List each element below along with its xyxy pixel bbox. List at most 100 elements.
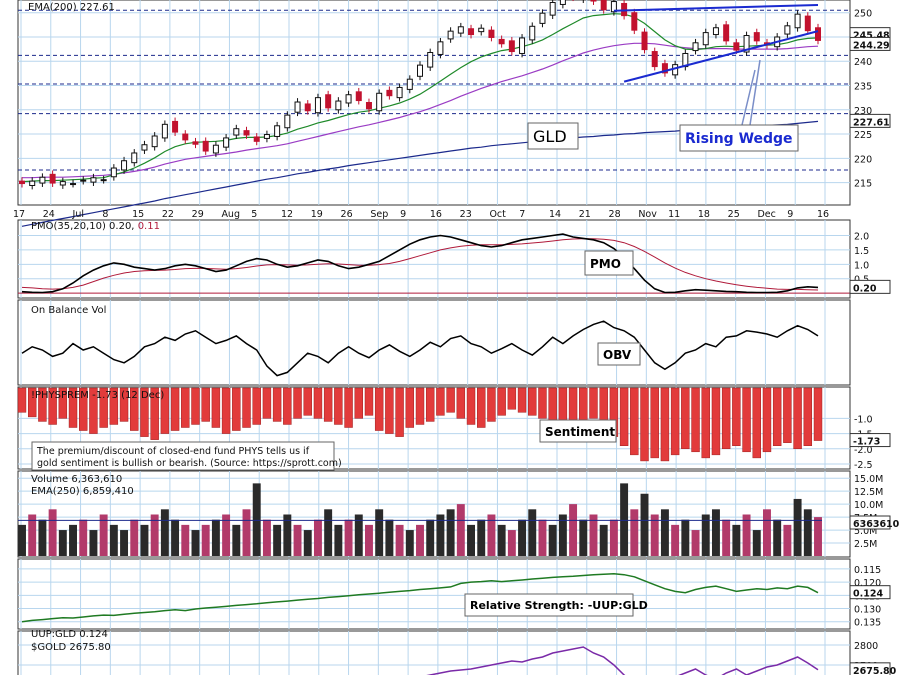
sentiment-bar xyxy=(334,387,343,425)
volume-bar xyxy=(28,514,37,556)
sentiment-bar xyxy=(507,387,517,410)
volume-bar xyxy=(793,498,802,556)
volume-bar xyxy=(814,517,822,556)
volume-bar xyxy=(456,504,465,556)
sentiment-y-tick: -2.0 xyxy=(854,445,873,456)
sentiment-bar xyxy=(619,387,629,446)
candle-body xyxy=(19,180,25,185)
volume-bar xyxy=(538,519,547,556)
rs-y-tick: 0.120 xyxy=(854,578,881,589)
candle-body xyxy=(345,94,352,104)
sentiment-legend: !PHYSPREM -1.73 (12 Dec) xyxy=(31,390,164,401)
sentiment-bar xyxy=(79,387,88,431)
volume-bar xyxy=(109,524,118,556)
candle-body xyxy=(794,13,801,29)
sentiment-bar xyxy=(640,387,649,462)
volume-bar xyxy=(395,524,404,556)
sentiment-bar xyxy=(109,387,119,425)
sentiment-bar xyxy=(181,387,190,428)
sentiment-bar xyxy=(487,387,496,422)
ema200-price-tag: 227.61 xyxy=(853,117,890,128)
labels: 17 24 Jul 8 15 22 29 Aug 5 12 19 26 Sep 9 16 23 Oct 7 14 21… xyxy=(13,9,900,675)
candle-body xyxy=(539,12,546,24)
volume-bar xyxy=(201,524,210,556)
rs-note-text: Relative Strength: -UUP:GLD xyxy=(470,599,648,612)
wedge-note-text: Rising Wedge xyxy=(685,131,793,147)
x-tick-label: Nov xyxy=(638,209,657,220)
x-tick-label: Jul xyxy=(72,209,84,220)
sentiment-bar xyxy=(354,387,363,419)
x-tick-label: 23 xyxy=(460,209,472,220)
volume-bar xyxy=(313,519,322,556)
volume-legend: Volume 6,363,610 xyxy=(31,474,122,485)
sentiment-bar xyxy=(660,387,670,462)
pmo-legend: PMO(35,20,10) 0.20, 0.11 xyxy=(31,221,160,232)
wedge-note: Rising Wedge xyxy=(679,124,799,152)
sentiment-bar xyxy=(58,387,68,419)
candle-body xyxy=(151,135,158,148)
candle-body xyxy=(161,123,168,139)
candle-body xyxy=(723,24,730,42)
candle-body xyxy=(386,89,393,97)
candle-body xyxy=(182,133,189,141)
volume-bar xyxy=(660,509,669,556)
candle-body xyxy=(468,28,475,36)
x-tick-label: 9 xyxy=(787,209,793,220)
candle-body xyxy=(437,41,444,55)
pmo-legend-signal: 0.11 xyxy=(138,221,160,232)
candle-body xyxy=(753,32,760,42)
volume-ema-legend: EMA(250) 6,859,410 xyxy=(31,486,134,497)
volume-bar xyxy=(477,519,486,556)
volume-bar xyxy=(38,519,47,556)
volume-bar xyxy=(405,530,414,556)
volume-y-tick: 15.0M xyxy=(854,474,883,485)
candle-body xyxy=(192,141,199,145)
volume-bar xyxy=(273,524,282,556)
x-tick-label: 8 xyxy=(102,209,108,220)
sentiment-bar xyxy=(201,387,210,422)
candle-body xyxy=(692,42,699,52)
obv-line xyxy=(21,320,819,377)
candle-body xyxy=(243,130,250,136)
volume-y-tick: 10.0M xyxy=(854,500,883,511)
candle-body xyxy=(263,134,270,139)
candle-body xyxy=(815,27,821,41)
pmo-y-tick: 1.5 xyxy=(854,246,869,257)
sentiment-bar xyxy=(242,387,251,428)
candle-body xyxy=(712,27,719,36)
volume-bar xyxy=(507,530,516,556)
volume-bar xyxy=(620,483,629,556)
sentiment-bar xyxy=(630,387,639,456)
x-tick-label: Oct xyxy=(489,209,506,220)
candle-body xyxy=(59,181,66,186)
sentiment-bar xyxy=(721,387,731,450)
ema-short-line xyxy=(21,13,819,183)
candle-body xyxy=(80,179,87,182)
candle-body xyxy=(314,97,321,114)
volume-bar xyxy=(160,509,169,556)
sentiment-bar xyxy=(548,387,557,425)
sentiment-bar xyxy=(232,387,241,431)
sentiment-bar xyxy=(262,387,272,419)
sentiment-bar xyxy=(701,387,710,459)
volume-bar xyxy=(324,509,333,556)
volume-bar xyxy=(803,509,812,556)
pmo-note-text: PMO xyxy=(590,257,621,271)
x-tick-label: 9 xyxy=(400,209,406,220)
sentiment-y-tick: -2.5 xyxy=(854,460,873,471)
volume-bar xyxy=(354,514,363,556)
sentiment-bar xyxy=(150,387,159,440)
x-tick-label: 29 xyxy=(192,209,204,220)
rs-line xyxy=(21,572,819,623)
candle-body xyxy=(661,63,668,74)
volume-bar xyxy=(79,519,88,556)
x-tick-label: Dec xyxy=(757,209,775,220)
sentiment-bar xyxy=(732,387,741,446)
sentiment-bar xyxy=(589,387,598,419)
x-tick-label: Aug xyxy=(221,209,240,220)
sentiment-bar xyxy=(119,387,129,422)
candle-body xyxy=(488,29,495,38)
candle-body xyxy=(651,51,658,68)
volume-bar xyxy=(446,509,455,556)
